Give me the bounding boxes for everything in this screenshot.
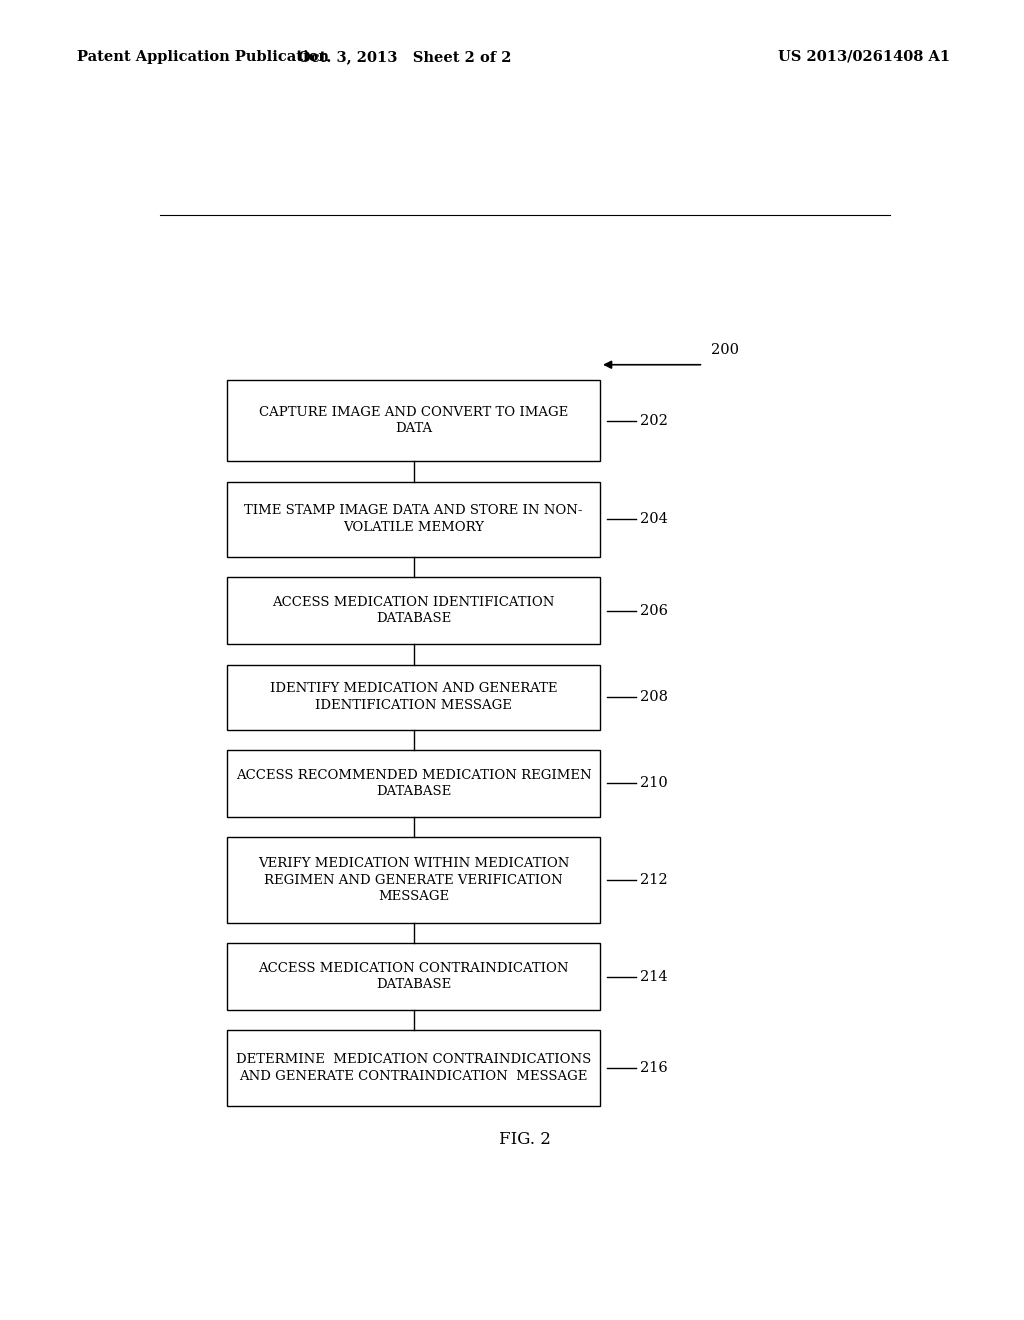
Text: 200: 200: [712, 343, 739, 356]
Text: TIME STAMP IMAGE DATA AND STORE IN NON-
VOLATILE MEMORY: TIME STAMP IMAGE DATA AND STORE IN NON- …: [245, 504, 583, 535]
Text: ACCESS RECOMMENDED MEDICATION REGIMEN
DATABASE: ACCESS RECOMMENDED MEDICATION REGIMEN DA…: [236, 768, 592, 799]
Text: ACCESS MEDICATION CONTRAINDICATION
DATABASE: ACCESS MEDICATION CONTRAINDICATION DATAB…: [258, 962, 569, 991]
Text: ACCESS MEDICATION IDENTIFICATION
DATABASE: ACCESS MEDICATION IDENTIFICATION DATABAS…: [272, 595, 555, 626]
Bar: [227, 837, 600, 923]
Bar: [227, 1031, 600, 1106]
Text: 210: 210: [640, 776, 668, 791]
Text: 204: 204: [640, 512, 668, 527]
Text: Patent Application Publication: Patent Application Publication: [77, 50, 329, 63]
Text: DETERMINE  MEDICATION CONTRAINDICATIONS
AND GENERATE CONTRAINDICATION  MESSAGE: DETERMINE MEDICATION CONTRAINDICATIONS A…: [237, 1053, 591, 1082]
Bar: [227, 664, 600, 730]
Text: 202: 202: [640, 413, 668, 428]
Bar: [227, 750, 600, 817]
Text: VERIFY MEDICATION WITHIN MEDICATION
REGIMEN AND GENERATE VERIFICATION
MESSAGE: VERIFY MEDICATION WITHIN MEDICATION REGI…: [258, 857, 569, 903]
Text: 216: 216: [640, 1061, 668, 1074]
Text: CAPTURE IMAGE AND CONVERT TO IMAGE
DATA: CAPTURE IMAGE AND CONVERT TO IMAGE DATA: [259, 405, 568, 436]
Bar: [227, 942, 600, 1010]
Text: 208: 208: [640, 690, 668, 704]
Text: US 2013/0261408 A1: US 2013/0261408 A1: [778, 50, 950, 63]
Bar: [227, 482, 600, 557]
Bar: [227, 577, 600, 644]
Text: Oct. 3, 2013   Sheet 2 of 2: Oct. 3, 2013 Sheet 2 of 2: [298, 50, 511, 63]
Text: FIG. 2: FIG. 2: [499, 1131, 551, 1147]
Text: 206: 206: [640, 603, 668, 618]
Text: IDENTIFY MEDICATION AND GENERATE
IDENTIFICATION MESSAGE: IDENTIFY MEDICATION AND GENERATE IDENTIF…: [270, 682, 557, 711]
Bar: [227, 380, 600, 461]
Text: 214: 214: [640, 970, 668, 983]
Text: 212: 212: [640, 873, 668, 887]
